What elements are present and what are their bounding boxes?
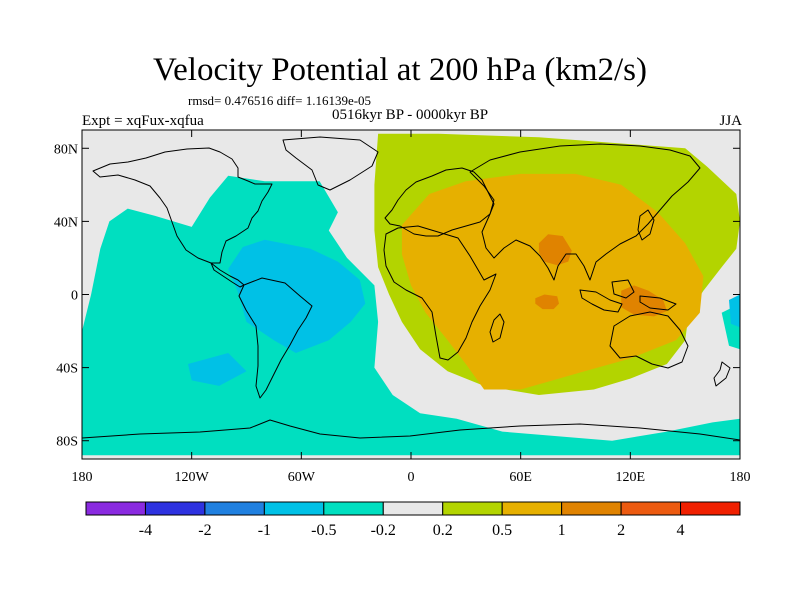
coastline-new-zealand [713, 361, 731, 387]
colorbar-label: 4 [677, 522, 685, 539]
coastline-greenland [282, 136, 379, 191]
season-label: JJA [719, 113, 742, 129]
coastline-japan [637, 209, 655, 241]
colorbar-swatch [144, 501, 206, 516]
colorbar-swatch [323, 501, 384, 516]
colorbar-swatch [501, 501, 563, 516]
lon-tick-label: 60E [509, 470, 532, 485]
coastline-asia [469, 143, 701, 281]
colorbar-label: -4 [139, 522, 152, 539]
coastline-australia [609, 311, 689, 369]
lat-tick-label: 40S [56, 362, 78, 377]
negative-medium-region-pacific-edge [729, 294, 740, 328]
coastline-europe [384, 167, 495, 237]
colorbar-label: 0.5 [492, 522, 512, 539]
colorbar-swatch [263, 501, 325, 516]
colorbar: -4 -2 -1 -0.5 -0.2 0.2 0.5 1 2 4 [85, 501, 741, 539]
map-title: Velocity Potential at 200 hPa (km2/s) [152, 52, 648, 88]
lon-tick-label: 120W [175, 470, 210, 485]
stats-line: rmsd= 0.476516 diff= 1.16139e-05 [188, 93, 372, 108]
colorbar-label: 0.2 [433, 522, 453, 539]
colorbar-label: 2 [617, 522, 625, 539]
contour-fill-layer [82, 133, 740, 456]
period-label: 0516kyr BP - 0000kyr BP [331, 107, 489, 123]
colorbar-swatch [204, 501, 265, 516]
colorbar-label: 1 [558, 522, 566, 539]
coastline-maritime-continent [579, 279, 677, 313]
negative-light-region [82, 175, 740, 456]
lat-tick-label: 0 [71, 289, 78, 304]
coastline-antarctica [82, 419, 740, 441]
colorbar-swatch [561, 501, 622, 516]
lon-tick-label: 60W [288, 470, 316, 485]
positive-strong-region-indian-ocean [535, 294, 559, 310]
coastline-north-america [92, 147, 273, 264]
positive-medium-region [401, 173, 704, 390]
coastline-south-america [238, 277, 313, 399]
experiment-label: Expt = xqFux-xqfua [82, 113, 204, 129]
colorbar-swatch [442, 501, 503, 516]
negative-medium-region-south-pacific [188, 353, 247, 386]
colorbar-swatch [85, 501, 146, 516]
lat-tick-label: 40N [54, 215, 78, 230]
coastline-layer [82, 136, 740, 441]
colorbar-label: -0.5 [311, 522, 336, 539]
lat-tick-label: 80S [56, 435, 78, 450]
colorbar-swatch [382, 501, 444, 516]
axis-ticks: 80N 40N 0 40S 80S 180 120W 60W 0 60E 120E 180 [54, 130, 751, 485]
coastline-africa [383, 225, 497, 361]
coastline-madagascar [489, 313, 505, 343]
lat-tick-label: 80N [54, 142, 78, 157]
colorbar-swatch [620, 501, 682, 516]
colorbar-label: -0.2 [371, 522, 396, 539]
lon-tick-label: 0 [408, 470, 415, 485]
colorbar-label: -2 [198, 522, 211, 539]
lon-tick-label: 180 [730, 470, 751, 485]
coastline-central-america [210, 262, 245, 288]
colorbar-label: -1 [258, 522, 271, 539]
negative-medium-region-americas [228, 239, 366, 353]
lon-tick-label: 120E [616, 470, 646, 485]
lon-tick-label: 180 [72, 470, 93, 485]
colorbar-swatch [680, 501, 741, 516]
